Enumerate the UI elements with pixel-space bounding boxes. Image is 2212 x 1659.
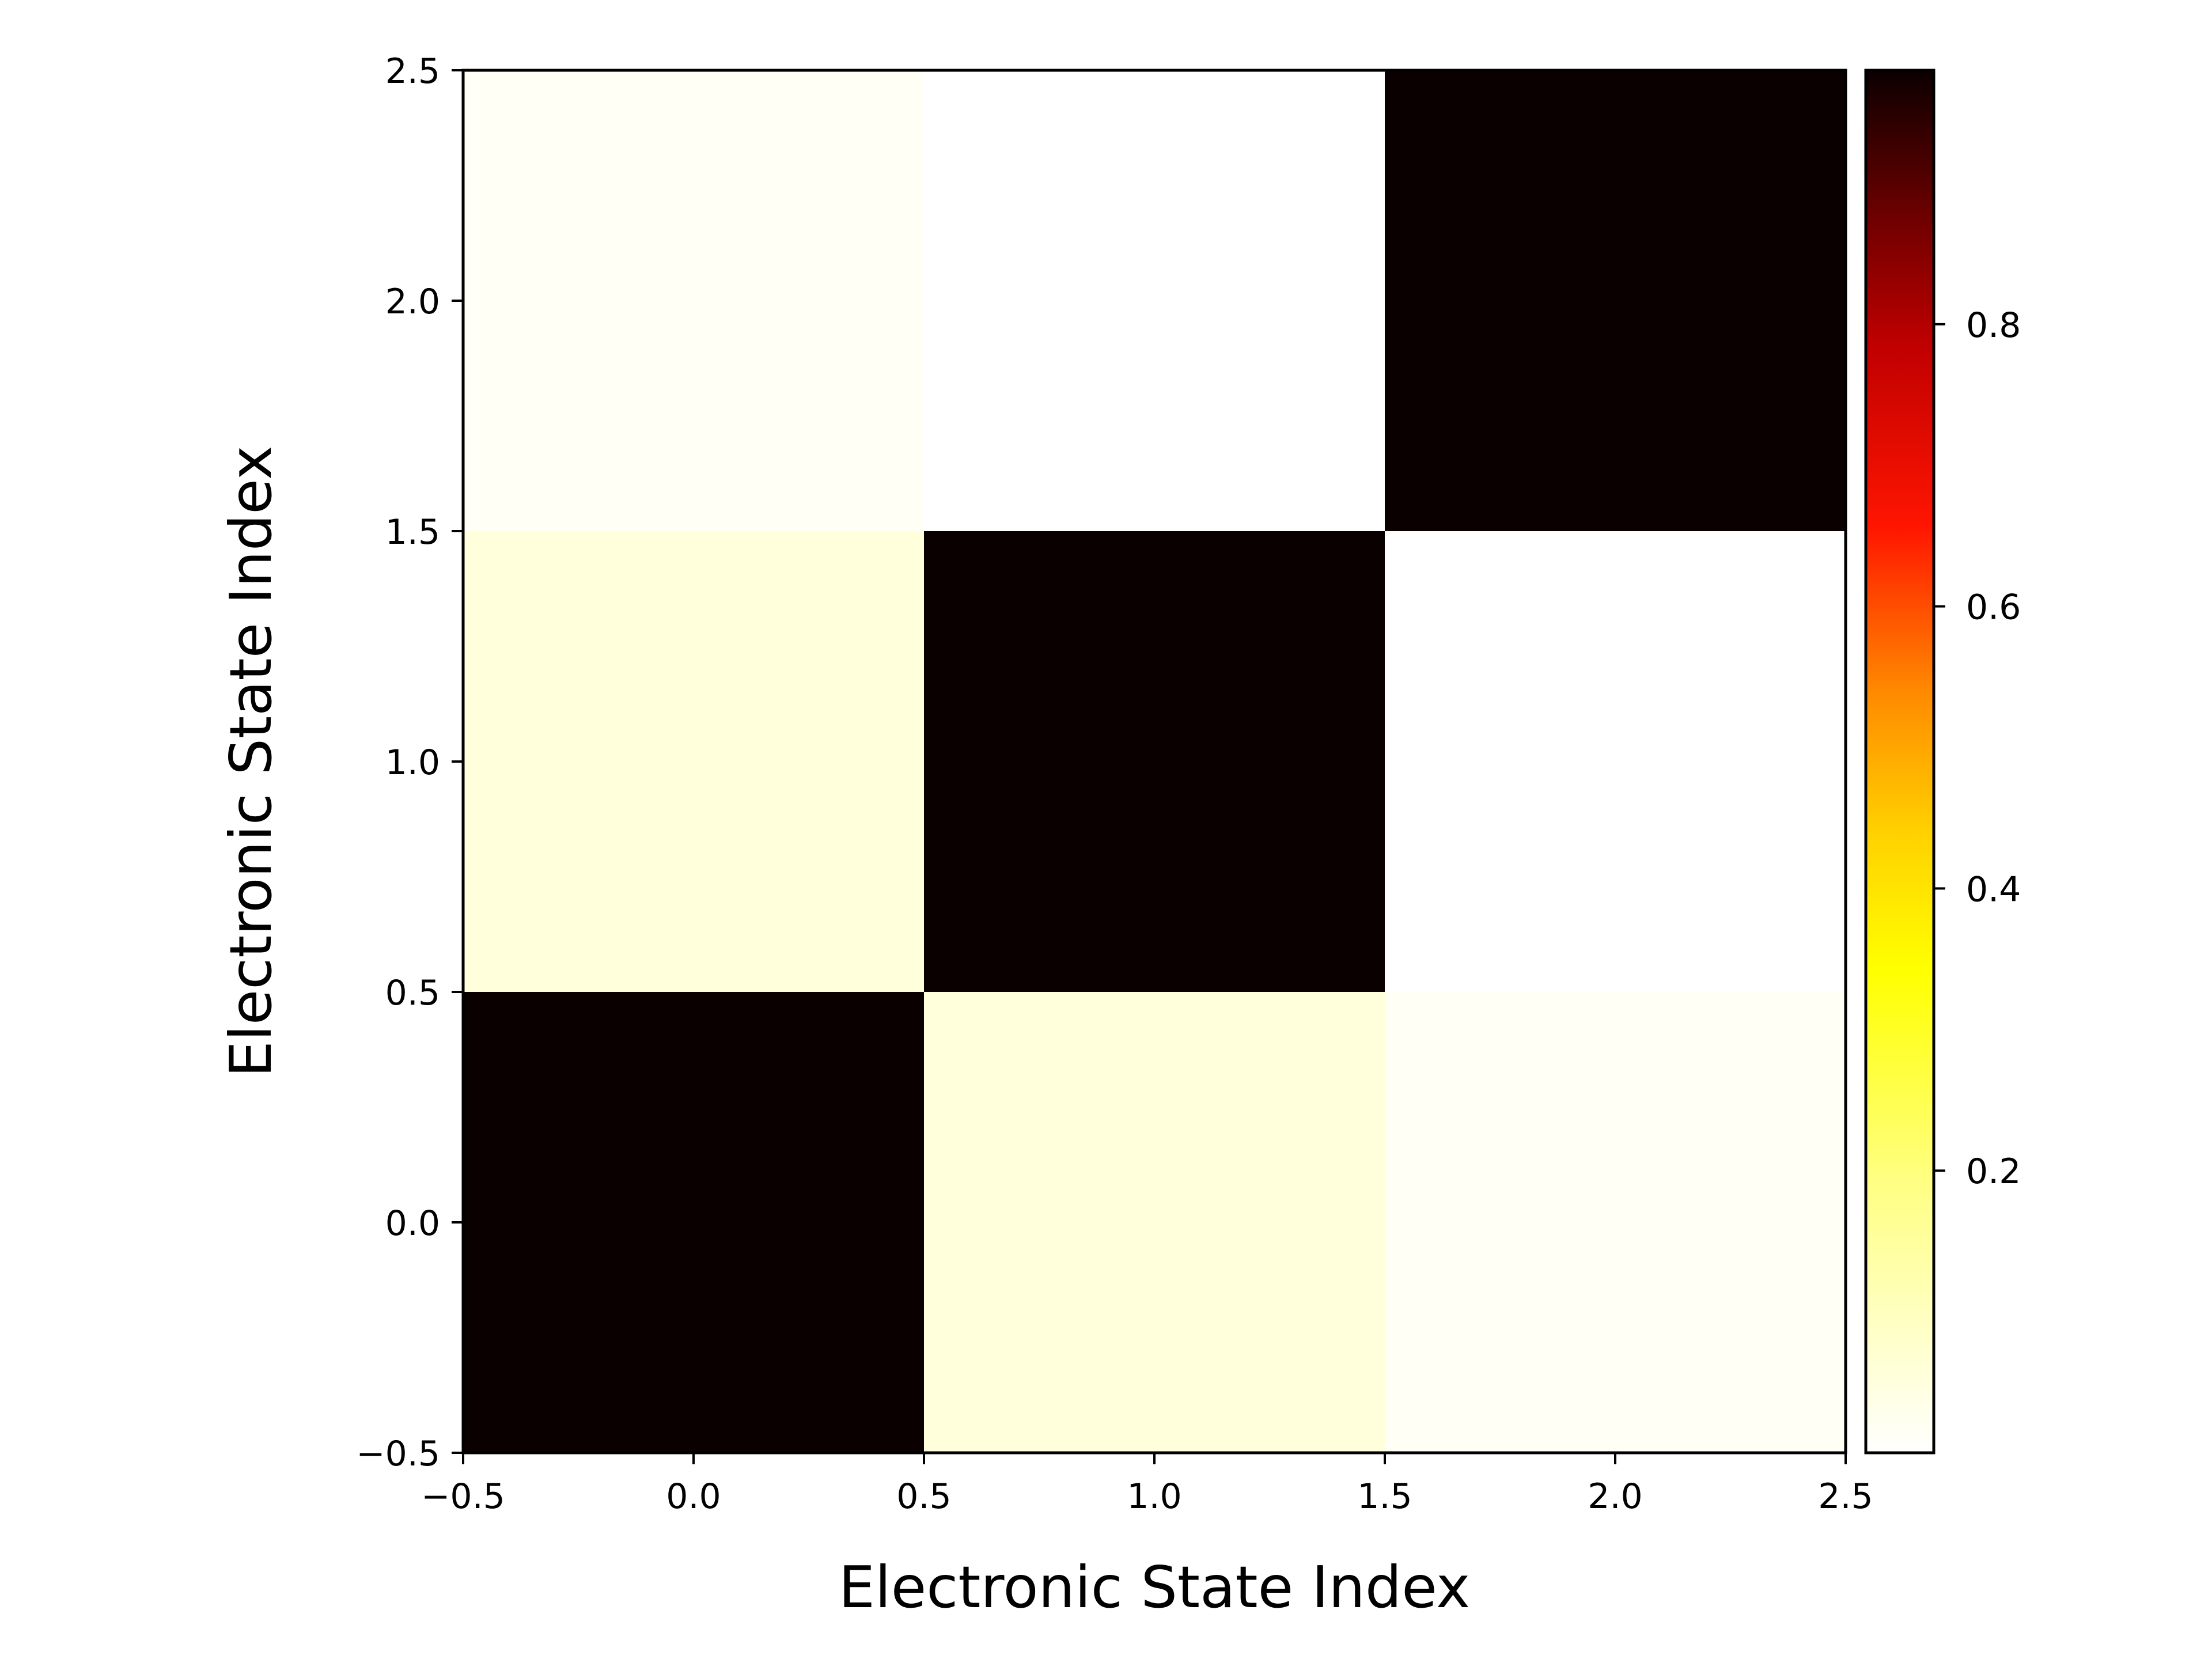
colorbar-ticks: 0.2 0.4 0.6 0.8 <box>1934 305 2021 1192</box>
x-tick-label: −0.5 <box>421 1476 505 1517</box>
y-axis: −0.5 0.0 0.5 1.0 1.5 2.0 2.5 <box>356 51 463 1474</box>
y-tick-label: 0.5 <box>385 973 440 1013</box>
x-axis-title: Electronic State Index <box>839 1554 1470 1621</box>
x-tick-label: 0.0 <box>666 1476 721 1517</box>
y-axis-title: Electronic State Index <box>217 446 285 1077</box>
x-tick-label: 2.0 <box>1588 1476 1642 1517</box>
x-tick-label: 1.0 <box>1127 1476 1181 1517</box>
y-tick-label: 0.0 <box>385 1203 440 1244</box>
y-tick-label: −0.5 <box>356 1434 440 1474</box>
colorbar-tick-label: 0.8 <box>1966 305 2021 346</box>
y-tick-label: 2.0 <box>385 282 440 322</box>
x-tick-label: 2.5 <box>1818 1476 1873 1517</box>
y-tick-label: 1.0 <box>385 743 440 783</box>
colorbar-gradient <box>1866 70 1934 1453</box>
heatmap-cell-r1-c1 <box>924 531 1385 992</box>
heatmap-cell-r2-c1 <box>924 70 1385 531</box>
heatmap-cell-r0-c1 <box>924 992 1385 1453</box>
colorbar-tick-label: 0.6 <box>1966 588 2021 628</box>
y-tick-label: 2.5 <box>385 51 440 92</box>
x-axis: −0.5 0.0 0.5 1.0 1.5 2.0 2.5 <box>421 1453 1873 1517</box>
heatmap-cell-r0-c0 <box>463 992 924 1453</box>
x-tick-label: 0.5 <box>896 1476 951 1517</box>
heatmap-cell-r2-c2 <box>1385 70 1846 531</box>
colorbar-tick-label: 0.2 <box>1966 1152 2021 1192</box>
plot-area <box>463 70 1846 1453</box>
colorbar: 0.2 0.4 0.6 0.8 <box>1864 69 2021 1455</box>
y-tick-label: 1.5 <box>385 512 440 552</box>
heatmap-cell-r1-c2 <box>1385 531 1846 992</box>
heatmap-cell-r2-c0 <box>463 70 924 531</box>
colorbar-tick-label: 0.4 <box>1966 869 2021 910</box>
x-tick-label: 1.5 <box>1357 1476 1412 1517</box>
heatmap-cell-r1-c0 <box>463 531 924 992</box>
heatmap-cell-r0-c2 <box>1385 992 1846 1453</box>
colorbar-frame <box>1864 69 1936 1455</box>
